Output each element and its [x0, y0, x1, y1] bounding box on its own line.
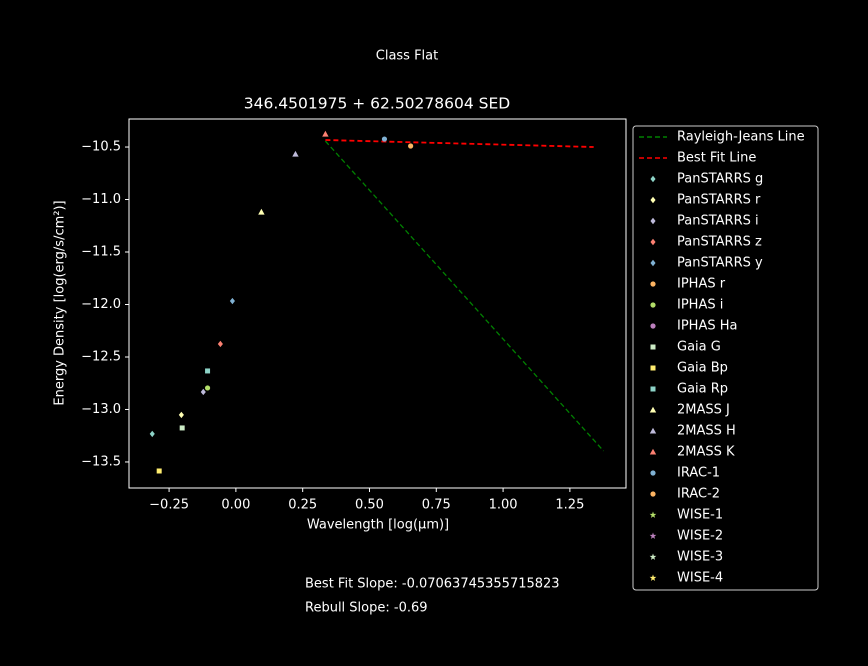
x-tick-label: 0.00 — [221, 498, 250, 513]
data-point — [156, 468, 162, 474]
legend-label: PanSTARRS g — [677, 172, 763, 187]
legend-label: WISE-2 — [677, 529, 723, 544]
y-tick-label: −13.0 — [81, 402, 121, 417]
y-tick-label: −12.0 — [81, 297, 121, 312]
legend-label: Gaia G — [677, 340, 721, 355]
data-point — [200, 388, 206, 396]
data-point — [205, 368, 211, 374]
legend-swatch — [650, 302, 656, 308]
legend-label: PanSTARRS i — [677, 214, 759, 229]
legend-swatch — [650, 259, 656, 267]
legend-label: 2MASS J — [677, 403, 730, 418]
data-point — [217, 340, 223, 348]
y-tick-label: −11.0 — [81, 192, 121, 207]
legend-label: IPHAS i — [677, 298, 723, 313]
legend-label: Gaia Bp — [677, 361, 728, 376]
annotation: Best Fit Slope: -0.07063745355715823 — [305, 577, 560, 592]
legend-label: WISE-3 — [677, 550, 723, 565]
legend-label: Gaia Rp — [677, 382, 728, 397]
data-point — [381, 136, 388, 142]
x-tick-label: 0.75 — [422, 498, 451, 513]
legend-label: PanSTARRS r — [677, 193, 761, 208]
legend-swatch — [650, 196, 656, 204]
legend-swatch — [649, 511, 657, 518]
chart-title: 346.4501975 + 62.50278604 SED — [244, 95, 510, 113]
legend-swatch — [650, 365, 656, 371]
legend-swatch — [650, 470, 656, 476]
legend-swatch — [650, 281, 656, 287]
x-tick-label: 1.25 — [555, 498, 584, 513]
legend-swatch — [650, 238, 656, 246]
x-tick-label: 0.25 — [288, 498, 317, 513]
y-tick-label: −12.5 — [81, 349, 121, 364]
y-tick-label: −11.5 — [81, 245, 121, 260]
data-point — [229, 297, 235, 305]
data-point — [408, 143, 414, 149]
x-axis-label: Wavelength [log(μm)] — [307, 518, 449, 533]
y-axis-label: Energy Density [log(erg/s/cm²)] — [53, 200, 68, 405]
x-tick-label: −0.25 — [149, 498, 189, 513]
legend-label: PanSTARRS z — [677, 235, 762, 250]
legend-label: IPHAS Ha — [677, 319, 737, 334]
y-tick-label: −13.5 — [81, 454, 121, 469]
legend-label: 2MASS K — [677, 445, 735, 460]
legend-swatch — [649, 532, 657, 539]
plot-frame — [128, 118, 627, 489]
suptitle: Class Flat — [376, 49, 439, 64]
legend-label: IRAC-2 — [677, 487, 720, 502]
fit-line — [324, 140, 605, 452]
legend-label: WISE-4 — [677, 571, 723, 586]
y-tick-label: −10.5 — [81, 140, 121, 155]
legend-label: 2MASS H — [677, 424, 736, 439]
legend-swatch — [650, 491, 656, 497]
data-point — [292, 150, 299, 157]
legend-label: IRAC-1 — [677, 466, 720, 481]
legend-swatch — [649, 574, 657, 581]
data-point — [178, 411, 184, 419]
legend-swatch — [650, 323, 656, 329]
legend-label: PanSTARRS y — [677, 256, 763, 271]
legend-swatch — [649, 427, 657, 434]
legend-swatch — [649, 448, 657, 455]
x-tick-label: 1.00 — [489, 498, 518, 513]
fit-line — [325, 139, 594, 148]
legend-label: Rayleigh-Jeans Line — [677, 130, 805, 145]
legend-swatch — [649, 553, 657, 560]
legend-box — [632, 125, 819, 591]
data-point — [149, 430, 155, 438]
legend-swatch — [650, 344, 656, 350]
legend-swatch — [650, 386, 656, 392]
legend-label: Best Fit Line — [677, 151, 756, 166]
data-point — [204, 385, 211, 391]
legend-label: WISE-1 — [677, 508, 723, 523]
data-point — [322, 130, 329, 137]
data-point — [179, 425, 185, 431]
annotation: Rebull Slope: -0.69 — [305, 601, 428, 616]
x-tick-label: 0.50 — [355, 498, 384, 513]
legend-swatch — [649, 406, 657, 413]
legend-swatch — [650, 175, 656, 183]
legend-swatch — [650, 217, 656, 225]
data-point — [258, 208, 265, 215]
legend-label: IPHAS r — [677, 277, 726, 292]
